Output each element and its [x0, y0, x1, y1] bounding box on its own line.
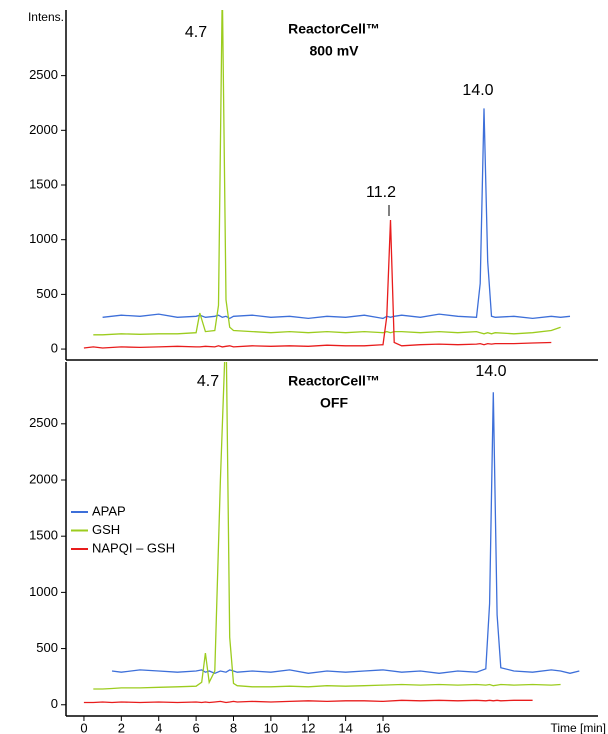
- annotation: 14.0: [475, 363, 506, 380]
- legend-label: APAP: [92, 503, 126, 518]
- y-tick-label: 1000: [29, 584, 58, 599]
- y-axis-label: Intens.: [28, 10, 64, 24]
- x-tick-label: 4: [155, 720, 162, 734]
- x-tick-label: 14: [338, 720, 352, 734]
- annotation: 4.7: [185, 24, 207, 41]
- legend-label: GSH: [92, 522, 120, 537]
- legend-label: NAPQI – GSH: [92, 540, 175, 555]
- y-tick-label: 2000: [29, 471, 58, 486]
- y-tick-label: 500: [36, 640, 58, 655]
- chart-subtitle: 800 mV: [309, 43, 359, 59]
- series-line: [102, 108, 571, 320]
- y-tick-label: 0: [51, 696, 58, 711]
- x-tick-label: 8: [230, 720, 237, 734]
- series-line: [93, 10, 561, 336]
- x-tick-label: 0: [80, 720, 87, 734]
- annotation: 11.2: [366, 184, 396, 201]
- x-tick-label: 12: [301, 720, 315, 734]
- annotation: 14.0: [462, 82, 493, 99]
- chart-title: ReactorCell™: [288, 21, 380, 37]
- y-tick-label: 0: [51, 341, 58, 356]
- x-tick-label: 10: [264, 720, 278, 734]
- y-tick-label: 1500: [29, 176, 58, 191]
- chart-title: ReactorCell™: [288, 373, 380, 389]
- series-line: [83, 219, 552, 349]
- annotation: 4.7: [197, 373, 219, 390]
- y-tick-label: 1000: [29, 231, 58, 246]
- x-tick-label: 6: [192, 720, 199, 734]
- chart-subtitle: OFF: [320, 395, 348, 411]
- series-line: [111, 392, 580, 675]
- y-tick-label: 1500: [29, 528, 58, 543]
- x-axis-label: Time [min]: [550, 721, 606, 734]
- y-tick-label: 2500: [29, 415, 58, 430]
- y-tick-label: 2500: [29, 67, 58, 82]
- series-line: [83, 699, 533, 704]
- y-tick-label: 2000: [29, 122, 58, 137]
- x-tick-label: 2: [118, 720, 125, 734]
- x-tick-label: 16: [376, 720, 390, 734]
- series-line: [93, 362, 561, 690]
- y-tick-label: 500: [36, 286, 58, 301]
